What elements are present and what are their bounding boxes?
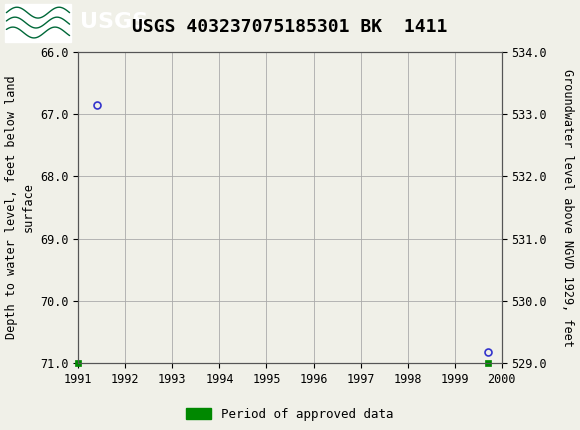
Y-axis label: Groundwater level above NGVD 1929, feet: Groundwater level above NGVD 1929, feet [561, 68, 574, 347]
Y-axis label: Depth to water level, feet below land
surface: Depth to water level, feet below land su… [5, 76, 35, 339]
FancyBboxPatch shape [5, 3, 71, 42]
Text: USGS 403237075185301 BK  1411: USGS 403237075185301 BK 1411 [132, 18, 448, 36]
Legend: Period of approved data: Period of approved data [181, 402, 399, 426]
Text: USGS: USGS [80, 12, 148, 32]
